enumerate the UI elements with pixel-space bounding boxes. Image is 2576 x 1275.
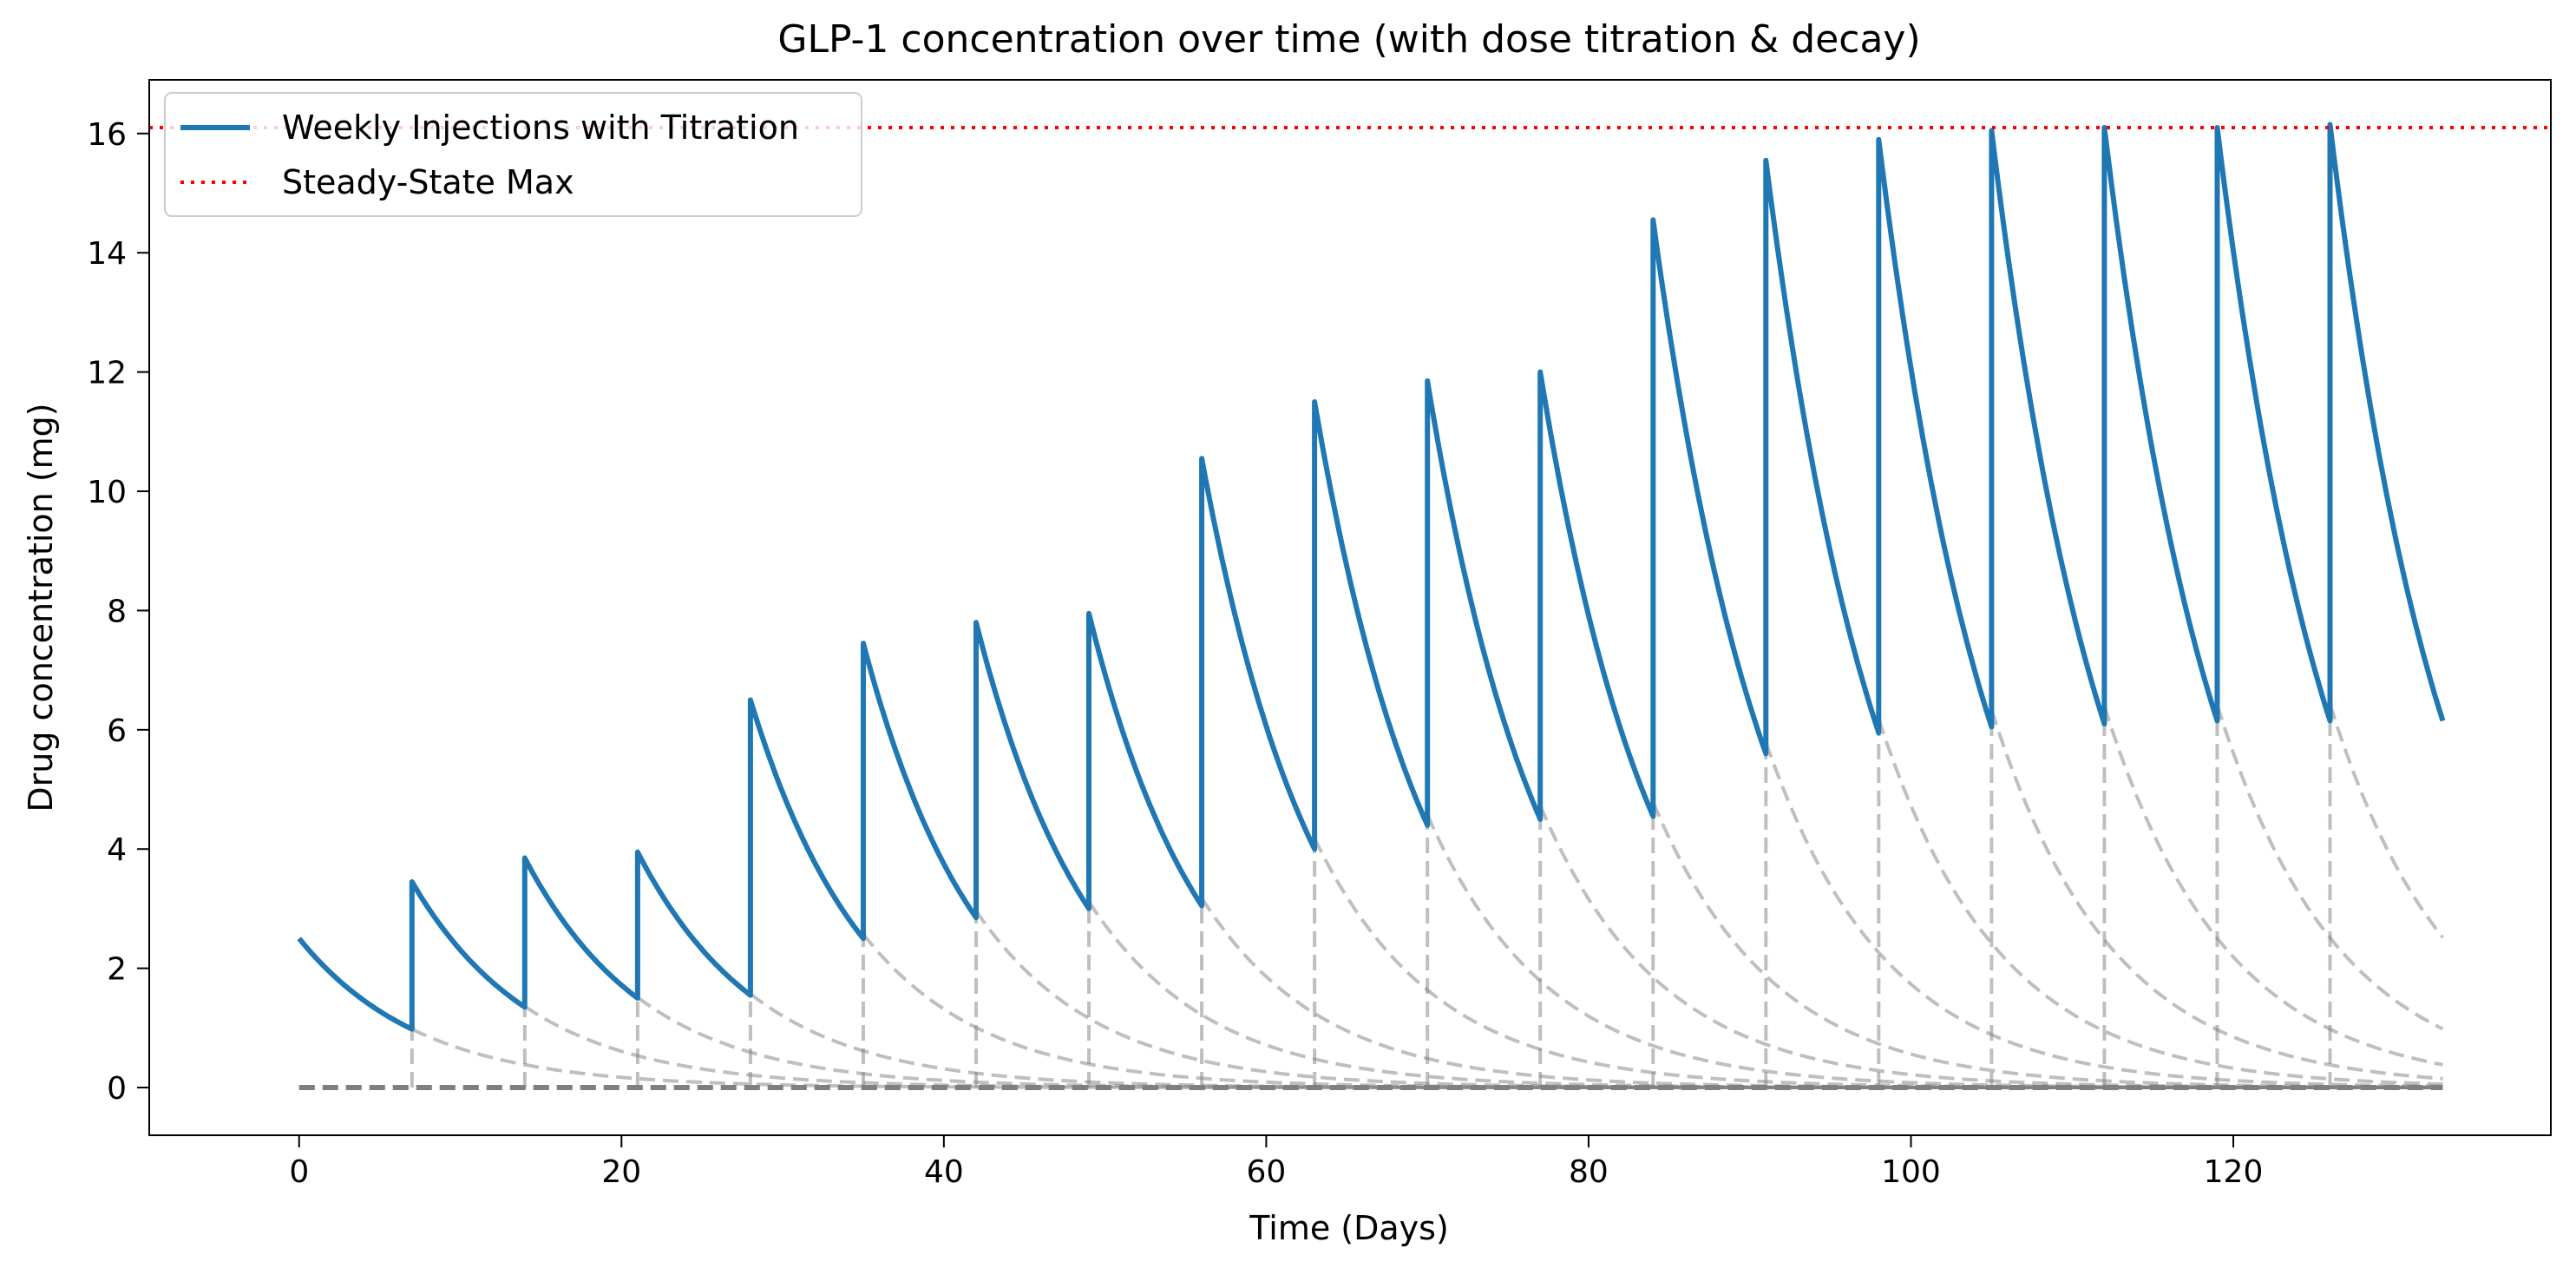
component-decay-curve — [2328, 703, 2445, 939]
y-tick-label: 12 — [87, 356, 127, 391]
legend-label-series: Weekly Injections with Titration — [282, 108, 799, 147]
component-decay-curve — [1764, 741, 2443, 1088]
series-layer — [149, 122, 2551, 1032]
axes-layer: 0 20 40 60 80 100 120 0 2 4 6 8 10 12 14 16 — [87, 79, 2552, 1190]
x-tick-label: 80 — [1569, 1154, 1609, 1190]
y-tick-label: 10 — [87, 475, 127, 510]
series-weekly-injections — [297, 122, 2446, 1032]
x-tick-label: 120 — [2204, 1154, 2264, 1190]
x-tick-label: 100 — [1881, 1154, 1941, 1190]
y-tick-label: 14 — [87, 236, 127, 272]
component-curves — [298, 703, 2445, 1091]
x-tick-label: 20 — [601, 1154, 641, 1190]
chart-title: GLP-1 concentration over time (with dose… — [777, 17, 1920, 62]
y-axis-label: Drug concentration (mg) — [22, 403, 60, 812]
x-tick-label: 40 — [924, 1154, 964, 1190]
component-decay-curve — [1651, 801, 2443, 1089]
y-tick-label: 6 — [107, 713, 127, 749]
x-tick-label: 60 — [1246, 1154, 1286, 1190]
component-decay-curve — [2102, 706, 2443, 1067]
x-tick-label: 0 — [289, 1154, 309, 1190]
legend-frame — [164, 92, 862, 217]
x-axis-label: Time (Days) — [1249, 1209, 1449, 1247]
component-decay-curve — [1877, 718, 2443, 1087]
legend: Weekly Injections with Titration Steady-… — [164, 92, 862, 217]
plot-frame — [148, 79, 2552, 1136]
y-tick-label: 0 — [107, 1071, 127, 1107]
legend-label-steady-state: Steady-State Max — [282, 163, 574, 201]
y-tick-label: 4 — [107, 832, 127, 868]
y-tick-label: 8 — [107, 594, 127, 629]
component-decay-curve — [1426, 814, 2443, 1089]
y-tick-label: 2 — [107, 952, 127, 988]
y-tick-label: 16 — [87, 117, 127, 153]
